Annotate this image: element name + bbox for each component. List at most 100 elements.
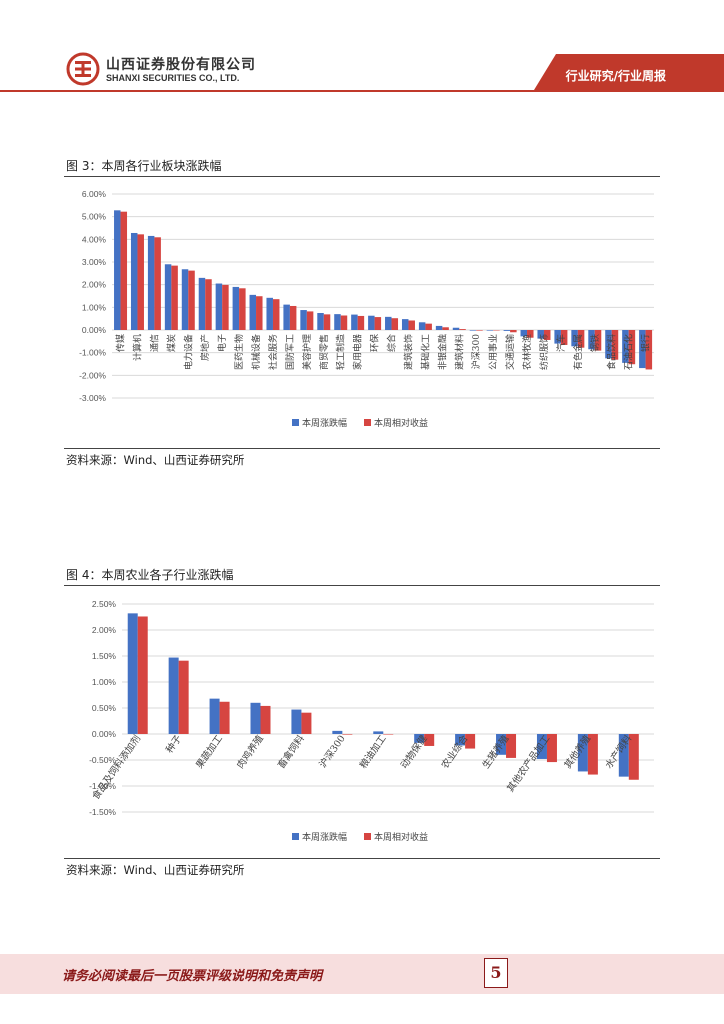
- bar: [219, 701, 230, 734]
- category-label: 沪深300: [317, 733, 348, 770]
- industry-sector-bar-chart: -3.00% -2.00% -1.00% 0.00% 1.00% 2.00% 3.00% 4.…: [79, 189, 654, 429]
- category-label: 银行: [640, 334, 652, 352]
- bar: [465, 734, 476, 749]
- category-label: 建筑装饰: [402, 334, 414, 370]
- bar: [256, 296, 263, 330]
- page-header: 山西证券股份有限公司 SHANXI SECURITIES CO., LTD. 行…: [0, 0, 724, 100]
- category-label: 农林牧渔: [521, 334, 533, 370]
- bar: [374, 317, 382, 330]
- bar: [260, 705, 271, 734]
- legend-swatch: [292, 833, 299, 840]
- bar: [496, 734, 507, 755]
- bar: [469, 330, 477, 331]
- bar: [249, 294, 257, 330]
- category-label: 汽车: [555, 334, 567, 352]
- bar: [301, 712, 312, 734]
- bar: [137, 616, 148, 734]
- category-label: 粮油加工: [357, 732, 389, 770]
- bar: [300, 310, 307, 330]
- bar: [414, 734, 425, 743]
- bar: [272, 299, 280, 330]
- y-tick-label: 0.00%: [92, 729, 117, 739]
- company-logo-icon: [66, 52, 100, 86]
- y-tick-label: -3.00%: [79, 393, 106, 403]
- y-tick-label: 0.50%: [92, 703, 117, 713]
- legend-label: 本周涨跌幅: [302, 831, 347, 843]
- bar: [357, 315, 365, 330]
- category-label: 传媒: [115, 334, 127, 352]
- category-label: 沪深300: [470, 334, 482, 369]
- bar: [628, 734, 639, 780]
- bar: [510, 330, 517, 333]
- category-label: 基础化工: [419, 334, 431, 370]
- bar: [317, 313, 324, 330]
- disclaimer-notice: 请务必阅读最后一页股票评级说明和免责声明: [62, 969, 323, 984]
- company-name-cn: 山西证券股份有限公司: [106, 57, 256, 73]
- bar: [594, 330, 602, 351]
- page-number: 5: [484, 958, 508, 988]
- category-label: 非银金融: [436, 334, 448, 370]
- category-label: 动物保健: [398, 732, 430, 770]
- bar: [373, 731, 384, 734]
- bar: [605, 330, 612, 359]
- legend-swatch: [292, 419, 299, 426]
- bar: [127, 613, 138, 734]
- bar: [291, 709, 302, 734]
- category-label: 综合: [386, 334, 398, 352]
- bar: [587, 734, 598, 775]
- bar: [181, 269, 189, 330]
- bar: [209, 698, 220, 734]
- figure-3-source: 资料来源：Wind、山西证券研究所: [66, 453, 245, 467]
- y-tick-label: 4.00%: [82, 234, 107, 244]
- y-tick-label: -1.50%: [89, 807, 116, 817]
- company-name-en: SHANXI SECURITIES CO., LTD.: [106, 73, 240, 83]
- bar: [351, 314, 358, 330]
- category-label: 环保: [369, 334, 381, 352]
- figure-3-bottom-rule: [64, 448, 660, 449]
- bar: [342, 734, 353, 735]
- bar: [130, 232, 138, 330]
- bar: [543, 330, 551, 340]
- category-label: 纺织服饰: [538, 334, 550, 370]
- y-tick-label: -2.00%: [79, 370, 106, 380]
- category-label: 计算机: [131, 334, 143, 361]
- page-footer: [0, 954, 724, 994]
- bar: [198, 277, 206, 330]
- bar: [239, 288, 246, 330]
- figure-4-top-rule: [64, 585, 660, 586]
- category-label: 美容护理: [301, 334, 313, 370]
- bar: [506, 734, 517, 758]
- y-tick-label: -1.00%: [89, 781, 116, 791]
- category-label: 农业综合: [439, 732, 471, 770]
- category-label: 果蔬加工: [193, 732, 225, 770]
- bar: [215, 283, 223, 330]
- category-label: 种子: [163, 732, 184, 755]
- bar: [289, 305, 297, 330]
- bar: [639, 330, 646, 369]
- category-label: 轻工制造: [335, 334, 347, 370]
- bar: [546, 734, 557, 763]
- category-label: 食品饮料: [606, 334, 618, 370]
- legend-label: 本周相对收益: [374, 417, 428, 429]
- y-tick-label: 5.00%: [82, 212, 107, 222]
- figure-3-top-rule: [64, 176, 660, 177]
- legend-label: 本周相对收益: [374, 831, 428, 843]
- bar: [168, 657, 179, 734]
- figure-4-bottom-rule: [64, 858, 660, 859]
- legend-swatch: [364, 833, 371, 840]
- bar: [425, 323, 432, 330]
- bar: [306, 311, 314, 330]
- bar: [391, 318, 399, 330]
- category-label: 家用电器: [352, 334, 364, 370]
- category-label: 肉鸡养殖: [234, 732, 266, 770]
- bar: [611, 330, 619, 360]
- category-label: 电力设备: [182, 334, 194, 370]
- category-label: 商贸零售: [318, 334, 330, 370]
- legend-label: 本周涨跌幅: [302, 417, 347, 429]
- category-label: 通信: [148, 334, 160, 352]
- bar: [537, 330, 544, 339]
- header-divider: [0, 90, 724, 92]
- report-category: 行业研究/行业周报: [565, 69, 666, 83]
- bar: [368, 315, 375, 330]
- bar: [334, 314, 341, 330]
